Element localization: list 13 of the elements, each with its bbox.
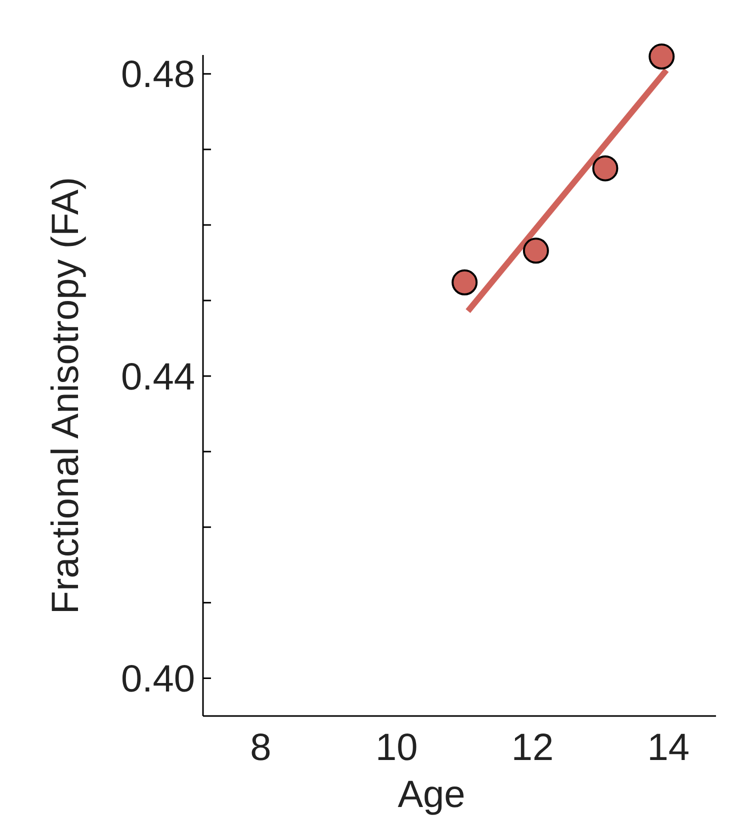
x-tick-label: 8	[250, 727, 272, 769]
point	[522, 238, 549, 264]
y-tick-label: 0.40	[121, 658, 195, 701]
point	[452, 269, 478, 296]
point	[648, 44, 675, 70]
x-tick-label: 12	[511, 727, 554, 769]
x-tick-label: 10	[376, 727, 418, 769]
x-axis-title: Age	[398, 774, 466, 816]
point	[592, 155, 618, 182]
y-axis-title: Fractional Anisotropy (FA)	[45, 176, 87, 614]
y-tick-label: 0.44	[121, 356, 195, 398]
y-tick-label: 0.48	[121, 54, 195, 96]
x-tick-label: 14	[647, 727, 690, 769]
